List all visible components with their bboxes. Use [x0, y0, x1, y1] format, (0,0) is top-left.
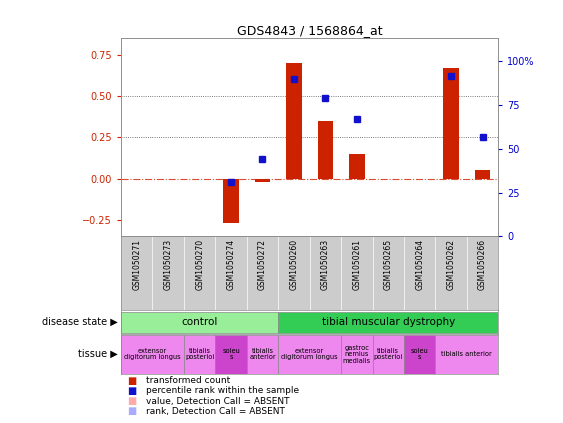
Text: GSM1050266: GSM1050266: [478, 239, 487, 290]
Text: control: control: [181, 317, 218, 327]
Text: tibialis
posterioi: tibialis posterioi: [374, 348, 403, 360]
Text: GSM1050264: GSM1050264: [415, 239, 424, 290]
Bar: [404, 335, 435, 374]
Text: gastroc
nemius
medialis: gastroc nemius medialis: [343, 345, 371, 364]
Text: tibialis
posterioi: tibialis posterioi: [185, 348, 215, 360]
Text: ■: ■: [127, 386, 136, 396]
Text: GSM1050271: GSM1050271: [132, 239, 141, 290]
Text: soleu
s: soleu s: [222, 348, 240, 360]
Bar: [286, 63, 302, 179]
Text: ■: ■: [127, 396, 136, 406]
Bar: [435, 335, 498, 374]
Bar: [278, 312, 498, 333]
Bar: [443, 68, 459, 179]
Text: GSM1050270: GSM1050270: [195, 239, 204, 290]
Text: GSM1050273: GSM1050273: [164, 239, 173, 290]
Text: tibialis
anterior: tibialis anterior: [249, 348, 276, 360]
Text: GSM1050261: GSM1050261: [352, 239, 361, 290]
Bar: [215, 335, 247, 374]
Text: rank, Detection Call = ABSENT: rank, Detection Call = ABSENT: [146, 407, 285, 416]
Bar: [278, 335, 341, 374]
Text: ■: ■: [127, 406, 136, 416]
Bar: [121, 312, 278, 333]
Bar: [349, 154, 365, 179]
Bar: [254, 179, 270, 182]
Text: GSM1050272: GSM1050272: [258, 239, 267, 290]
Text: GSM1050265: GSM1050265: [384, 239, 393, 290]
Title: GDS4843 / 1568864_at: GDS4843 / 1568864_at: [237, 24, 382, 37]
Text: disease state ▶: disease state ▶: [42, 317, 118, 327]
Text: percentile rank within the sample: percentile rank within the sample: [146, 386, 300, 396]
Bar: [184, 335, 215, 374]
Text: value, Detection Call = ABSENT: value, Detection Call = ABSENT: [146, 396, 290, 406]
Bar: [121, 335, 184, 374]
Bar: [318, 121, 333, 179]
Text: tibialis anterior: tibialis anterior: [441, 351, 492, 357]
Text: transformed count: transformed count: [146, 376, 231, 385]
Text: extensor
digitorum longus: extensor digitorum longus: [282, 348, 338, 360]
Text: soleu
s: soleu s: [411, 348, 428, 360]
Text: extensor
digitorum longus: extensor digitorum longus: [124, 348, 181, 360]
Text: GSM1050262: GSM1050262: [446, 239, 455, 290]
Text: tibial muscular dystrophy: tibial muscular dystrophy: [321, 317, 455, 327]
Bar: [373, 335, 404, 374]
Bar: [247, 335, 278, 374]
Text: GSM1050260: GSM1050260: [289, 239, 298, 290]
Text: GSM1050263: GSM1050263: [321, 239, 330, 290]
Text: ■: ■: [127, 376, 136, 386]
Bar: [475, 170, 490, 179]
Text: GSM1050274: GSM1050274: [226, 239, 235, 290]
Text: tissue ▶: tissue ▶: [78, 349, 118, 359]
Bar: [223, 179, 239, 223]
Bar: [341, 335, 373, 374]
